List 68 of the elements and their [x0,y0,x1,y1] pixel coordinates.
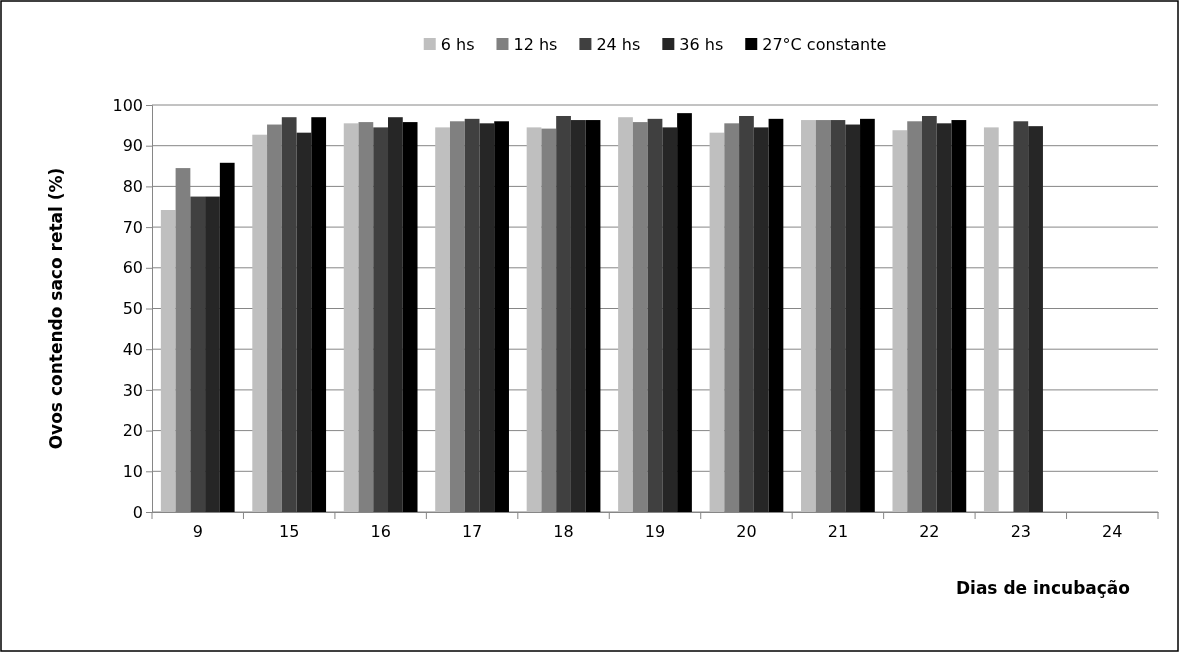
bar [830,120,846,512]
bar [618,117,633,512]
y-tick-label: 20 [122,421,143,441]
bar [739,115,754,512]
bar [801,120,816,512]
y-tick-label: 10 [122,461,143,481]
bar [296,132,312,512]
bar [281,117,297,512]
x-tick-label: 24 [1102,522,1123,542]
bar [556,115,571,512]
x-tick-label: 18 [553,522,574,542]
bar [205,196,220,512]
bar [768,118,784,512]
bar [951,120,967,512]
x-tick-label: 17 [461,522,483,542]
bar [311,117,327,512]
bar [1013,121,1029,512]
bar [219,162,235,512]
y-tick-label: 70 [122,217,143,237]
bar [526,127,542,512]
bar [860,118,875,512]
bar [252,134,268,512]
bar [494,121,509,512]
bar [570,120,586,512]
x-tick-label: 22 [919,522,940,542]
bar [647,118,663,512]
bar [892,130,908,512]
bar [921,115,937,512]
bar [373,127,389,512]
bar [936,123,952,512]
bar [677,113,692,512]
y-tick-label: 30 [122,380,143,400]
bar [662,127,678,512]
y-tick-label: 60 [122,258,143,278]
bar [479,123,495,512]
bar [160,210,176,512]
x-axis-title: Dias de incubação [955,578,1130,598]
y-axis-title: Ovos contendo saco retal (%) [46,167,66,450]
bar [388,117,403,512]
legend-label: 24 hs [596,35,641,54]
legend-label: 27°C constante [762,35,887,54]
bar [343,123,359,512]
y-tick-label: 100 [112,95,143,115]
bar [753,127,769,512]
y-tick-label: 40 [122,339,143,359]
legend-label: 12 hs [513,35,558,54]
x-tick-label: 23 [1010,522,1031,542]
y-tick-label: 80 [122,177,143,197]
y-tick-label: 50 [122,299,143,319]
bar [464,118,480,512]
bar [435,127,450,512]
bar [845,124,861,512]
bar [983,127,999,512]
y-tick-label: 0 [132,502,143,522]
legend-label: 36 hs [679,35,724,54]
x-tick-label: 21 [827,522,849,542]
legend-label: 6 hs [440,35,475,54]
x-tick-label: 16 [370,522,391,542]
x-tick-label: 20 [736,522,757,542]
y-tick-label: 90 [122,136,143,156]
x-tick-label: 15 [279,522,300,542]
bar [190,196,206,512]
x-tick-label: 19 [644,522,666,542]
bar [585,120,601,512]
bar [1028,126,1043,512]
x-tick-label: 9 [192,522,203,542]
bar [709,132,725,512]
bar [402,122,418,512]
